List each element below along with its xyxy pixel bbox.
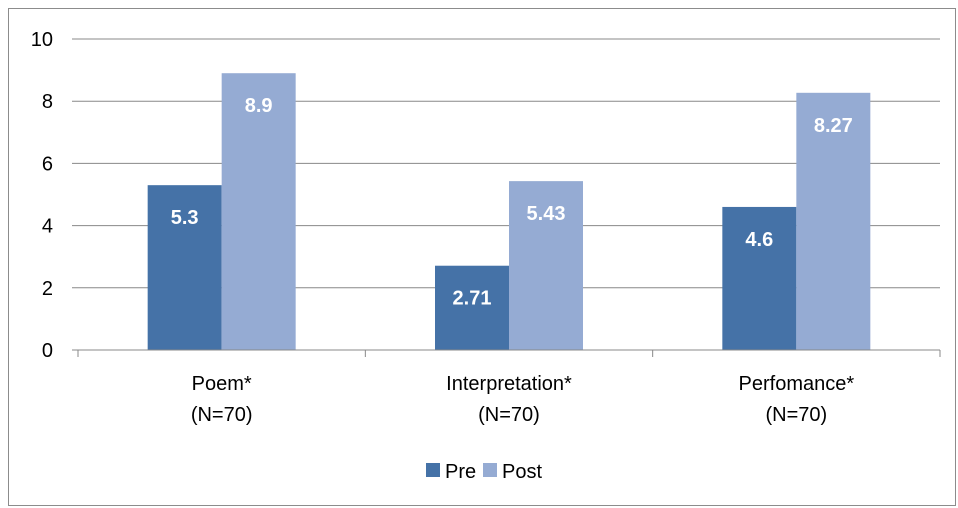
y-tick-label: 2 [42, 278, 53, 300]
x-axis [72, 349, 941, 357]
legend-swatch-pre [426, 463, 440, 477]
y-tick-label: 4 [42, 216, 53, 238]
y-axis-tick-labels: 0 2 4 6 8 10 [31, 29, 53, 362]
y-tick-label: 6 [42, 153, 53, 175]
data-label: 2.71 [453, 288, 492, 310]
x-category-label: Poem* [192, 373, 252, 395]
data-label: 8.9 [245, 95, 273, 117]
x-category-label: Interpretation* [446, 373, 572, 395]
data-label: 5.3 [171, 207, 199, 229]
x-category-label: (N=70) [765, 404, 827, 426]
legend-label-pre: Pre [445, 461, 476, 483]
legend-label-post: Post [502, 461, 542, 483]
x-category-label: (N=70) [191, 404, 253, 426]
y-tick-label: 0 [42, 340, 53, 362]
x-category-label: (N=70) [478, 404, 540, 426]
bar-pre-3 [722, 206, 797, 350]
x-axis-category-labels: Poem* (N=70) Interpretation* (N=70) Perfoman… [191, 373, 855, 426]
bar-post-2 [509, 181, 583, 350]
legend: Pre Post [426, 461, 542, 483]
bar-post-1 [221, 73, 296, 351]
legend-swatch-post [483, 463, 497, 477]
data-label: 4.6 [745, 229, 773, 251]
bar-post-3 [796, 92, 871, 350]
x-category-label: Perfomance* [739, 373, 855, 395]
data-label: 8.27 [814, 115, 853, 137]
y-tick-label: 8 [42, 91, 53, 113]
data-label: 5.43 [527, 203, 566, 225]
bars: 5.3 8.9 2.71 5.43 4.6 8.27 [147, 73, 871, 351]
y-tick-label: 10 [31, 29, 53, 51]
bar-pre-1 [147, 185, 222, 350]
bar-pre-2 [435, 265, 509, 350]
